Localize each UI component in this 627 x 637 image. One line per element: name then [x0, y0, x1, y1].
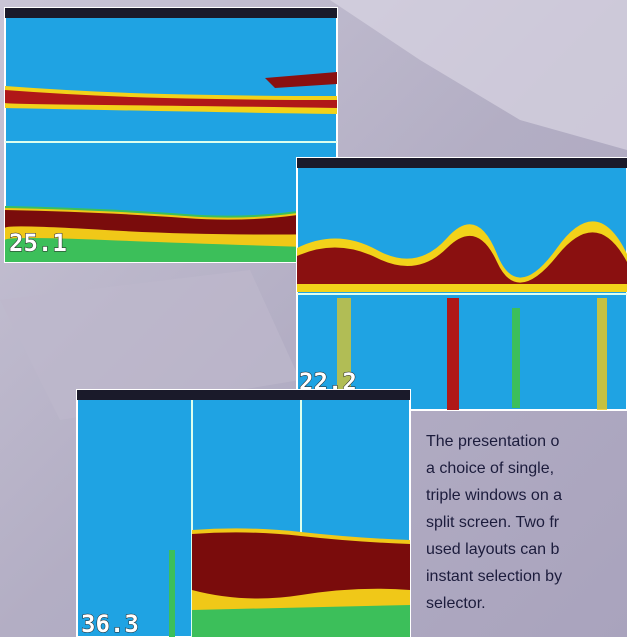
depth-readout: 36.3 [81, 610, 139, 637]
caption: The presentation o a choice of single, t… [426, 433, 562, 612]
status-bar [297, 158, 627, 168]
sonar-screen: 22.2 [296, 157, 627, 411]
caption-line: used layouts can b [426, 541, 560, 558]
background-shape [0, 270, 300, 420]
caption-line: a choice of single, [426, 460, 554, 477]
sonar-screen: 25.1 [4, 7, 338, 263]
echo-band [5, 90, 337, 108]
echo-column [169, 550, 175, 637]
status-bar [5, 8, 337, 18]
caption-line: triple windows on a [426, 487, 562, 504]
caption-line: split screen. Two fr [426, 514, 560, 531]
echo-band [5, 208, 337, 235]
echo-column [447, 298, 459, 410]
echo-column [597, 298, 607, 410]
background-shape [330, 0, 627, 150]
echo-column [512, 308, 520, 408]
depth-readout: 25.1 [9, 229, 67, 257]
echo-band [192, 605, 410, 637]
echo-column [337, 298, 351, 410]
caption-line: selector. [426, 595, 486, 612]
caption-line: instant selection by [426, 568, 562, 585]
echo-band [192, 532, 410, 599]
echo-band [265, 72, 337, 88]
echo-band [297, 232, 627, 284]
caption-line: The presentation o [426, 433, 560, 450]
status-bar [77, 390, 410, 400]
sonar-screen: 36.3 [76, 389, 411, 637]
